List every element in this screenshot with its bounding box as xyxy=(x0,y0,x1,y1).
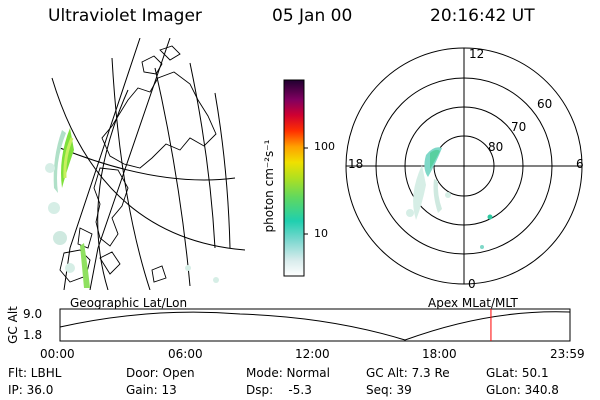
info-gc-alt: GC Alt: 7.3 Re xyxy=(366,366,450,380)
color-scale-bar xyxy=(283,79,308,277)
coastline xyxy=(141,55,163,75)
timeline-x-tick-2359: 23:59 xyxy=(550,347,585,361)
coastline xyxy=(101,71,217,169)
info-gain: Gain: 13 xyxy=(126,383,177,397)
coastline xyxy=(99,251,121,275)
meridian-line xyxy=(214,92,231,249)
info-mode: Mode: Normal xyxy=(246,366,330,380)
info-ip: IP: 36.0 xyxy=(8,383,54,397)
mlat-label-60: 60 xyxy=(537,97,553,111)
meridian-line xyxy=(89,38,171,290)
meridian-line xyxy=(97,89,129,290)
aurora-emission xyxy=(45,128,219,288)
mlt-label-12: 12 xyxy=(469,47,485,61)
header-time: 20:16:42 UT xyxy=(430,6,535,26)
polar-panel-label: Apex MLat/MLT xyxy=(428,296,518,310)
instrument-title: Ultraviolet Imager xyxy=(48,6,202,26)
mlt-label-6: 6 xyxy=(576,157,584,171)
timeline-x-tick-1200: 12:00 xyxy=(295,347,330,361)
parallel-line xyxy=(51,77,246,251)
altitude-timeline xyxy=(59,308,571,342)
info-dsp: Dsp: -5.3 xyxy=(246,383,312,397)
timeline-y-tick-bottom: 1.8 xyxy=(23,328,43,342)
geographic-map xyxy=(45,38,246,290)
mlat-label-80: 80 xyxy=(488,140,504,154)
info-glat: GLat: 50.1 xyxy=(486,366,549,380)
colorbar-unit-label: photon cm⁻²s⁻¹ xyxy=(262,139,276,233)
parallel-line xyxy=(59,147,236,181)
info-seq: Seq: 39 xyxy=(366,383,412,397)
polar-plot xyxy=(345,47,583,285)
timeline-y-tick-top: 9.0 xyxy=(23,307,43,321)
info-filter: Flt: LBHL xyxy=(8,366,62,380)
coastline xyxy=(77,227,93,249)
coastline xyxy=(159,45,181,61)
mlt-label-0: 0 xyxy=(468,277,476,291)
meridian-line xyxy=(111,57,151,290)
coastline xyxy=(151,265,167,283)
meridian-line xyxy=(154,67,191,287)
mlt-label-18: 18 xyxy=(348,157,364,171)
meridian-line xyxy=(189,62,216,249)
info-glon: GLon: 340.8 xyxy=(486,383,559,397)
timeline-y-label: GC Alt xyxy=(6,306,20,344)
polar-aurora-emission xyxy=(406,147,493,249)
colorbar-tick-100: 100 xyxy=(314,140,335,153)
geographic-panel-label: Geographic Lat/Lon xyxy=(70,296,188,310)
mlat-label-70: 70 xyxy=(511,120,527,134)
coastline xyxy=(93,167,129,247)
timeline-x-tick-0000: 00:00 xyxy=(40,347,75,361)
altitude-curve xyxy=(59,311,571,341)
header-date: 05 Jan 00 xyxy=(272,6,353,26)
info-door: Door: Open xyxy=(126,366,195,380)
timeline-x-tick-0600: 06:00 xyxy=(168,347,203,361)
timeline-x-tick-1800: 18:00 xyxy=(422,347,457,361)
colorbar-tick-10: 10 xyxy=(314,227,328,240)
meridian-line xyxy=(63,38,141,290)
